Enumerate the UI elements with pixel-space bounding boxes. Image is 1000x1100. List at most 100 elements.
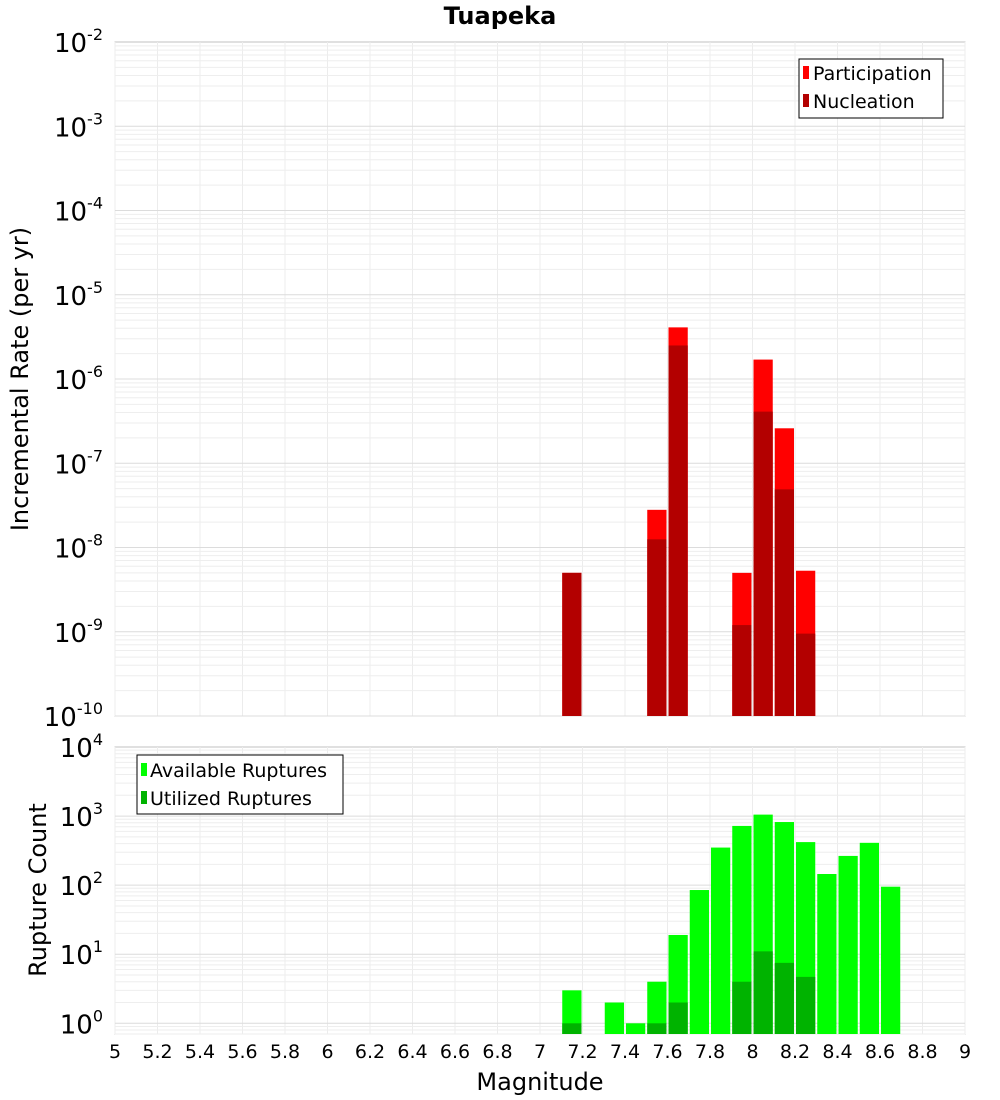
y-tick-label: 10-8 <box>54 531 103 565</box>
bar-available-ruptures <box>562 990 582 1034</box>
legend-label-utilized-ruptures: Utilized Ruptures <box>150 788 312 810</box>
y-tick-base: 10 <box>44 703 77 733</box>
x-ticks: 5 5.2 5.4 5.6 5.8 6 6.2 6.4 6.6 6.8 7 7.2 7.4 7.6 7.8 8… <box>109 1041 971 1063</box>
x-tick-label: 6.6 <box>440 1041 470 1063</box>
y-tick-base: 10 <box>54 450 87 480</box>
bottom-y-axis-label: Rupture Count <box>24 803 52 977</box>
y-tick-exponent: -9 <box>87 615 103 634</box>
bar-available-ruptures <box>711 847 731 1034</box>
x-tick-label: 8.4 <box>822 1041 852 1063</box>
bottom-bars <box>562 814 901 1034</box>
x-tick-label: 8.2 <box>780 1041 810 1063</box>
bar-available-ruptures <box>604 1002 624 1034</box>
bar-nucleation <box>562 572 582 716</box>
x-tick-label: 7.8 <box>695 1041 725 1063</box>
y-tick-base: 10 <box>60 1010 93 1040</box>
top-legend: Participation Nucleation <box>798 58 944 119</box>
x-tick-label: 7.2 <box>567 1041 597 1063</box>
y-tick-base: 10 <box>60 803 93 833</box>
x-tick-label: 8.8 <box>907 1041 937 1063</box>
y-tick-exponent: -6 <box>87 362 103 381</box>
bar-available-ruptures <box>626 1023 646 1034</box>
x-tick-label: 6 <box>321 1041 333 1063</box>
y-tick-exponent: 3 <box>93 799 103 818</box>
x-tick-label: 6.8 <box>482 1041 512 1063</box>
x-tick-label: 9 <box>959 1041 971 1063</box>
y-tick-base: 10 <box>60 941 93 971</box>
x-tick-label: 5.6 <box>227 1041 257 1063</box>
x-tick-label: 6.4 <box>397 1041 427 1063</box>
x-tick-label: 5.4 <box>185 1041 215 1063</box>
y-tick-label: 10-5 <box>54 278 103 312</box>
y-tick-exponent: 2 <box>93 868 103 887</box>
y-tick-label: 10-3 <box>54 109 103 143</box>
y-tick-label: 10-9 <box>54 615 103 649</box>
y-tick-exponent: 0 <box>93 1006 103 1025</box>
top-legend-box <box>798 58 944 119</box>
y-tick-exponent: -3 <box>87 109 103 128</box>
legend-label-nucleation: Nucleation <box>813 91 915 113</box>
y-tick-label: 10-7 <box>54 446 103 480</box>
y-tick-base: 10 <box>60 872 93 902</box>
bar-utilized-ruptures <box>732 981 752 1034</box>
y-tick-exponent: 4 <box>93 730 103 749</box>
bar-utilized-ruptures <box>562 1023 582 1034</box>
top-y-axis-label: Incremental Rate (per yr) <box>6 227 34 531</box>
top-grid <box>114 42 966 717</box>
legend-swatch-utilized-ruptures <box>141 791 147 804</box>
bar-available-ruptures <box>647 981 667 1034</box>
bar-available-ruptures <box>859 842 879 1034</box>
bottom-grid <box>114 747 966 1035</box>
legend-swatch-available-ruptures <box>141 763 147 776</box>
bar-available-ruptures <box>838 855 858 1034</box>
y-tick-exponent: -2 <box>87 25 103 44</box>
y-tick-label: 104 <box>60 730 103 764</box>
bar-nucleation <box>753 411 773 716</box>
bar-nucleation <box>647 539 667 716</box>
chart-title: Tuapeka <box>444 2 557 30</box>
bar-available-ruptures <box>689 890 709 1034</box>
bar-available-ruptures <box>881 886 901 1034</box>
bar-nucleation <box>732 625 752 716</box>
bar-nucleation <box>796 633 816 716</box>
x-axis-label: Magnitude <box>476 1068 603 1096</box>
y-tick-label: 103 <box>60 799 103 833</box>
y-tick-label: 10-2 <box>54 25 103 59</box>
legend-swatch-nucleation <box>803 94 809 107</box>
bar-nucleation <box>668 345 688 716</box>
bar-utilized-ruptures <box>753 951 773 1034</box>
y-tick-exponent: -8 <box>87 531 103 550</box>
x-tick-label: 6.2 <box>355 1041 385 1063</box>
x-tick-label: 7.6 <box>652 1041 682 1063</box>
y-tick-base: 10 <box>54 282 87 312</box>
y-tick-exponent: -7 <box>87 446 103 465</box>
bar-nucleation <box>774 489 794 716</box>
bar-utilized-ruptures <box>668 1002 688 1034</box>
y-tick-label: 10-4 <box>54 194 103 228</box>
x-tick-label: 5.8 <box>270 1041 300 1063</box>
bar-utilized-ruptures <box>796 976 816 1034</box>
bar-utilized-ruptures <box>647 1023 667 1034</box>
y-tick-exponent: 1 <box>93 937 103 956</box>
x-tick-label: 5 <box>109 1041 121 1063</box>
x-tick-label: 7.4 <box>610 1041 640 1063</box>
x-tick-label: 8.6 <box>865 1041 895 1063</box>
bottom-legend-box <box>136 754 344 815</box>
x-tick-label: 5.2 <box>142 1041 172 1063</box>
y-tick-label: 101 <box>60 937 103 971</box>
bar-available-ruptures <box>817 874 837 1034</box>
y-tick-base: 10 <box>54 29 87 59</box>
y-tick-label: 10-6 <box>54 362 103 396</box>
legend-swatch-participation <box>803 66 809 79</box>
y-tick-base: 10 <box>54 198 87 228</box>
y-tick-base: 10 <box>54 366 87 396</box>
y-tick-exponent: -10 <box>77 699 103 718</box>
y-tick-exponent: -5 <box>87 278 103 297</box>
legend-label-participation: Participation <box>813 63 932 85</box>
x-tick-label: 8 <box>746 1041 758 1063</box>
